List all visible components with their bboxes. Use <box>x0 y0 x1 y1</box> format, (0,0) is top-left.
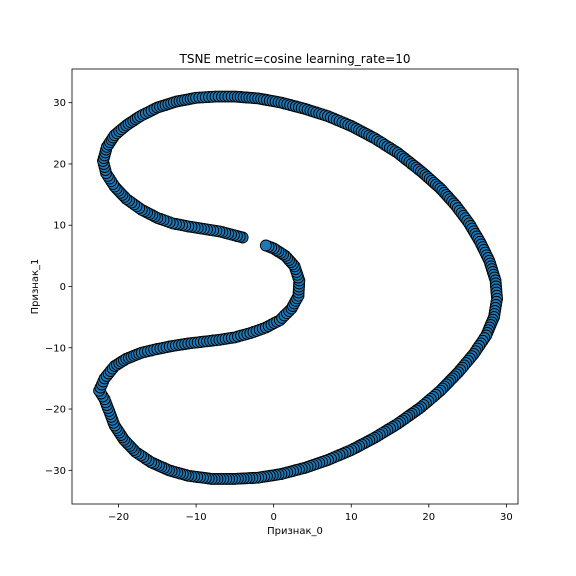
x-tick-label: 10 <box>345 512 358 523</box>
y-tick-label: 20 <box>53 159 66 170</box>
y-tick-label: −10 <box>45 343 66 354</box>
y-tick-label: −30 <box>45 466 66 477</box>
chart-title: TSNE metric=cosine learning_rate=10 <box>179 52 411 66</box>
x-tick-label: 20 <box>422 512 435 523</box>
x-tick-label: 30 <box>500 512 513 523</box>
y-tick-label: −20 <box>45 405 66 416</box>
x-tick-label: −20 <box>108 512 129 523</box>
x-axis-label: Признак_0 <box>267 526 323 537</box>
y-tick-label: 0 <box>60 282 66 293</box>
y-tick-label: 10 <box>53 221 66 232</box>
y-axis-ticks: −30 −20 −10 0 10 20 30 <box>45 98 72 477</box>
scatter-point <box>259 239 272 252</box>
y-axis-label: Признак_1 <box>30 259 41 315</box>
y-tick-label: 30 <box>53 98 66 109</box>
x-axis-ticks: −20 −10 0 10 20 30 <box>108 504 513 523</box>
x-tick-label: −10 <box>186 512 207 523</box>
x-tick-label: 0 <box>270 512 276 523</box>
scatter-points <box>93 90 504 485</box>
